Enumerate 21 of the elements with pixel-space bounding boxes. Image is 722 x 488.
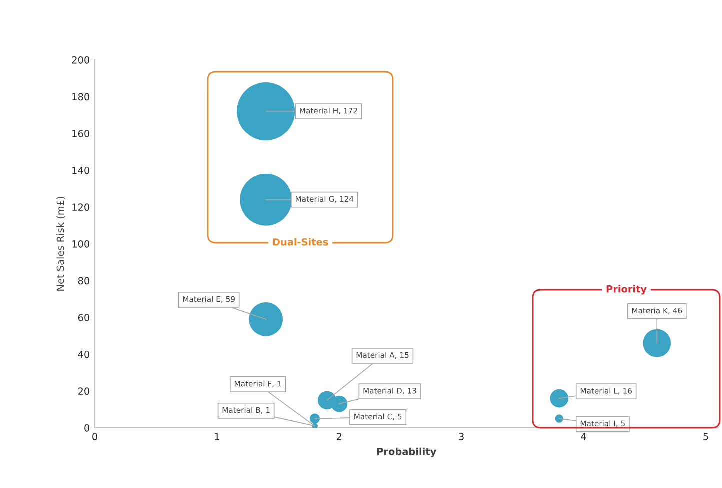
x-tick-label: 1 bbox=[215, 433, 220, 440]
y-tick-label: 120 bbox=[72, 204, 90, 212]
x-tick-label: 5 bbox=[704, 433, 708, 440]
y-tick-label: 180 bbox=[72, 93, 90, 101]
y-tick-label: 200 bbox=[72, 56, 90, 64]
x-tick-label: 0 bbox=[92, 433, 98, 440]
y-tick-label: 80 bbox=[78, 277, 90, 285]
annotation: Priority bbox=[606, 285, 647, 295]
x-tick-label: 4 bbox=[581, 433, 586, 440]
y-tick-label: 100 bbox=[72, 240, 90, 248]
x-axis-title: Probability bbox=[377, 448, 436, 458]
y-axis-title: Net Sales Risk (m£) bbox=[56, 197, 66, 291]
y-tick-label: 140 bbox=[72, 166, 90, 174]
y-tick-label: 60 bbox=[78, 314, 90, 322]
x-tick-label: 2 bbox=[337, 433, 342, 440]
annotation: Dual-Sites bbox=[273, 238, 328, 246]
x-tick-label: 3 bbox=[459, 433, 464, 440]
y-tick-label: 0 bbox=[84, 424, 90, 432]
y-tick-label: 20 bbox=[78, 388, 90, 396]
y-tick-label: 160 bbox=[72, 130, 90, 138]
y-tick-label: 40 bbox=[78, 350, 90, 358]
